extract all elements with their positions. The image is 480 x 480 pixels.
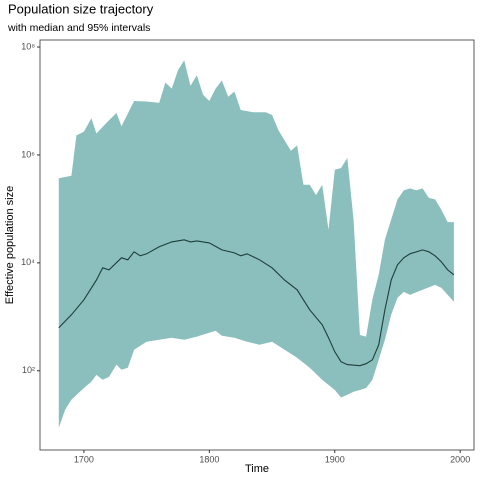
x-tick-label: 1700 [74, 454, 94, 464]
x-tick-label: 1800 [199, 454, 219, 464]
chart-title: Population size trajectory [8, 1, 154, 16]
x-tick-label: 2000 [450, 454, 470, 464]
x-tick-label: 1900 [325, 454, 345, 464]
y-tick-label: 10⁶ [21, 149, 35, 159]
interval-band [58, 60, 454, 428]
y-tick-label: 10⁴ [21, 257, 35, 267]
y-tick-label: 10² [22, 365, 35, 375]
median-line [58, 239, 455, 367]
chart-subtitle: with median and 95% intervals [7, 22, 150, 34]
x-axis-label: Time [245, 463, 269, 475]
y-axis-label: Effective population size [4, 186, 16, 304]
panel-border [39, 39, 475, 451]
y-tick-label: 10⁸ [21, 41, 35, 51]
